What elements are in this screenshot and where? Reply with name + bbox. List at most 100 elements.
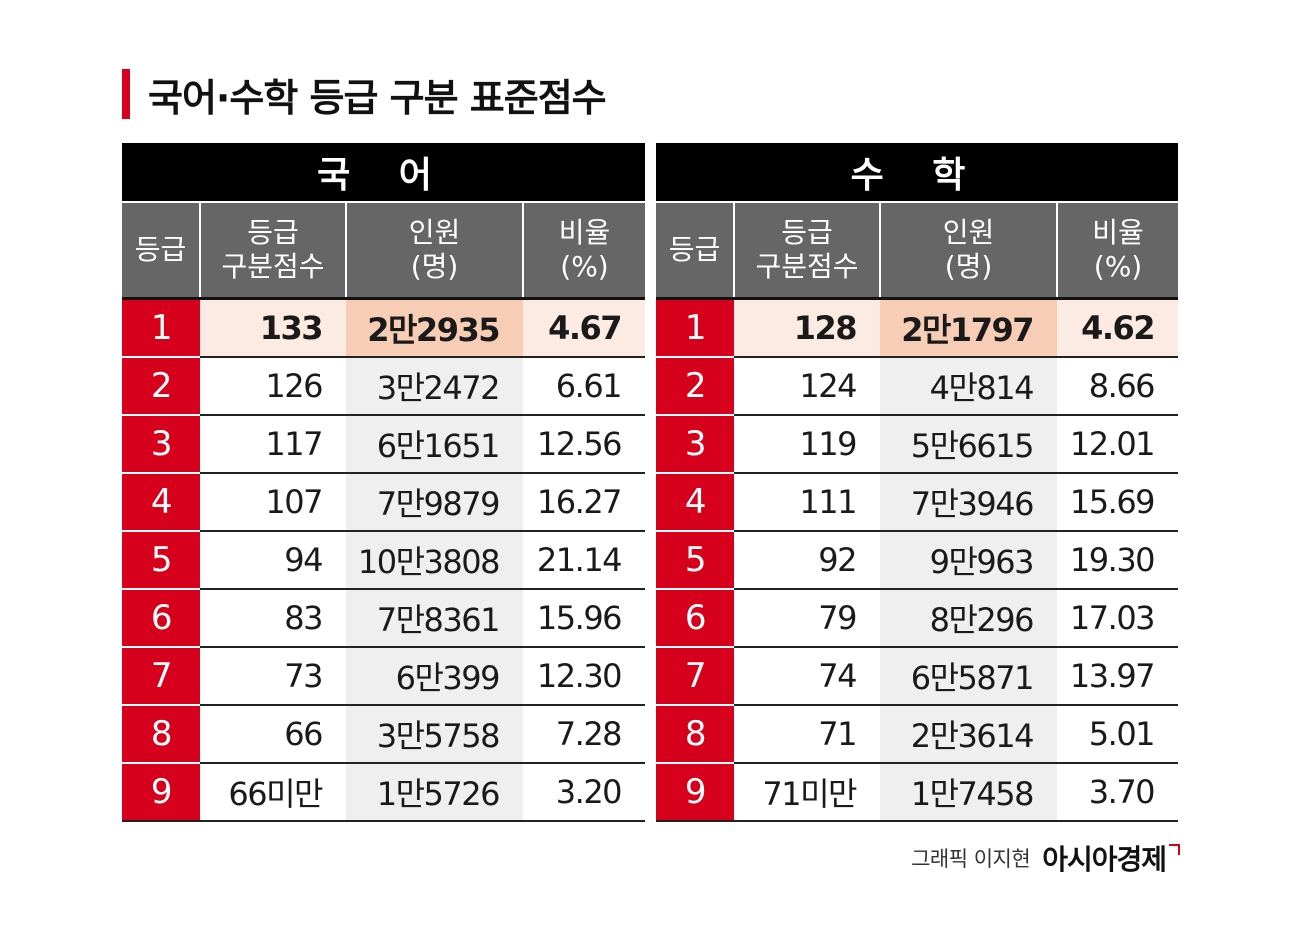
count-cell: 2만3614	[880, 704, 1057, 764]
ratio-column-header: 비율 (%)	[523, 201, 646, 299]
grade-cell: 5	[656, 530, 734, 590]
count-cell: 6만5871	[880, 646, 1057, 706]
ratio-cell: 17.03	[1057, 588, 1179, 648]
table-row: 1 128 2만1797 4.62	[656, 297, 1179, 358]
cut-score-cell: 83	[200, 588, 346, 648]
count-cell: 2만1797	[880, 297, 1057, 358]
grade-cell: 8	[122, 704, 200, 764]
table-row: 1 133 2만2935 4.67	[122, 297, 646, 358]
cut-score-cell: 124	[734, 356, 880, 416]
brand-logo: 아시아경제	[1042, 843, 1167, 876]
grade-cell: 1	[122, 297, 200, 358]
table-row: 2 126 3만2472 6.61	[122, 356, 646, 416]
math-score-table: 수 학 등급 등급 구분점수 인원 (명) 비율 (%) 1 128 2만1797 4.62…	[656, 143, 1179, 822]
count-cell: 5만6615	[880, 414, 1057, 474]
korean-score-table: 국 어 등급 등급 구분점수 인원 (명) 비율 (%) 1 133 2만2935 4.67…	[122, 143, 646, 822]
table-row: 5 94 10만3808 21.14	[122, 530, 646, 590]
ratio-cell: 21.14	[523, 530, 646, 590]
ratio-cell: 15.69	[1057, 472, 1179, 532]
table-row: 9 71미만 1만7458 3.70	[656, 762, 1179, 822]
count-cell: 1만7458	[880, 762, 1057, 822]
cut-score-cell: 66	[200, 704, 346, 764]
count-cell: 4만814	[880, 356, 1057, 416]
count-column-header: 인원 (명)	[880, 201, 1058, 299]
grade-cell: 7	[122, 646, 200, 706]
grade-cell: 4	[656, 472, 734, 532]
graphic-credit: 그래픽 이지현	[911, 847, 1031, 871]
grade-column-header: 등급	[656, 201, 735, 299]
count-cell: 7만8361	[346, 588, 523, 648]
count-header-line2: (명)	[944, 250, 993, 283]
count-cell: 7만9879	[346, 472, 523, 532]
table-row: 5 92 9만963 19.30	[656, 530, 1179, 590]
footer: 그래픽 이지현 아시아경제	[911, 838, 1180, 878]
cut-score-cell: 117	[200, 414, 346, 474]
table-body: 1 128 2만1797 4.62 2 124 4만814 8.66 3 119 5만6615 12.…	[656, 297, 1179, 822]
ratio-cell: 12.56	[523, 414, 646, 474]
table-body: 1 133 2만2935 4.67 2 126 3만2472 6.61 3 117 6만1651 12…	[122, 297, 646, 822]
cut-score-cell: 111	[734, 472, 880, 532]
ratio-cell: 4.67	[523, 297, 646, 358]
title-block: 국어·수학 등급 구분 표준점수	[122, 66, 607, 122]
ratio-cell: 7.28	[523, 704, 646, 764]
cut-score-column-header: 등급 구분점수	[734, 201, 881, 299]
cut-score-cell: 94	[200, 530, 346, 590]
cut-header-line2: 구분점수	[755, 250, 859, 283]
grade-cell: 5	[122, 530, 200, 590]
cut-score-cell: 66미만	[200, 762, 346, 822]
count-header-line1: 인원	[408, 216, 461, 249]
count-cell: 6만399	[346, 646, 523, 706]
ratio-cell: 12.30	[523, 646, 646, 706]
count-header-line2: (명)	[410, 250, 459, 283]
count-cell: 3만5758	[346, 704, 523, 764]
count-column-header: 인원 (명)	[346, 201, 524, 299]
cut-score-cell: 126	[200, 356, 346, 416]
grade-cell: 8	[656, 704, 734, 764]
count-cell: 8만296	[880, 588, 1057, 648]
table-row: 7 74 6만5871 13.97	[656, 646, 1179, 706]
ratio-header-line2: (%)	[1093, 250, 1143, 283]
grade-column-header: 등급	[122, 201, 201, 299]
grade-cell: 6	[122, 588, 200, 648]
count-cell: 9만963	[880, 530, 1057, 590]
cut-score-cell: 79	[734, 588, 880, 648]
count-cell: 6만1651	[346, 414, 523, 474]
grade-cell: 1	[656, 297, 734, 358]
table-row: 4 107 7만9879 16.27	[122, 472, 646, 532]
table-row: 8 71 2만3614 5.01	[656, 704, 1179, 764]
count-cell: 3만2472	[346, 356, 523, 416]
cut-header-line1: 등급	[781, 216, 833, 249]
ratio-cell: 16.27	[523, 472, 646, 532]
cut-score-cell: 128	[734, 297, 880, 358]
count-cell: 2만2935	[346, 297, 523, 358]
ratio-column-header: 비율 (%)	[1057, 201, 1179, 299]
grade-cell: 9	[122, 762, 200, 822]
cut-score-cell: 133	[200, 297, 346, 358]
cut-score-cell: 119	[734, 414, 880, 474]
cut-score-cell: 74	[734, 646, 880, 706]
table-row: 7 73 6만399 12.30	[122, 646, 646, 706]
page-title: 국어·수학 등급 구분 표준점수	[148, 75, 607, 120]
cut-score-column-header: 등급 구분점수	[200, 201, 347, 299]
table-row: 3 119 5만6615 12.01	[656, 414, 1179, 474]
ratio-header-line2: (%)	[560, 250, 609, 283]
grade-cell: 3	[122, 414, 200, 474]
title-accent-bar	[122, 69, 130, 119]
ratio-cell: 13.97	[1057, 646, 1179, 706]
ratio-header-line1: 비율	[558, 216, 611, 249]
ratio-cell: 15.96	[523, 588, 646, 648]
grade-cell: 6	[656, 588, 734, 648]
count-cell: 10만3808	[346, 530, 523, 590]
table-row: 8 66 3만5758 7.28	[122, 704, 646, 764]
ratio-cell: 19.30	[1057, 530, 1179, 590]
cut-score-cell: 71	[734, 704, 880, 764]
ratio-cell: 4.62	[1057, 297, 1179, 358]
ratio-header-line1: 비율	[1092, 216, 1144, 249]
ratio-cell: 12.01	[1057, 414, 1179, 474]
cut-score-cell: 92	[734, 530, 880, 590]
ratio-cell: 6.61	[523, 356, 646, 416]
subject-header-korean: 국 어	[122, 143, 646, 202]
ratio-cell: 8.66	[1057, 356, 1179, 416]
count-cell: 1만5726	[346, 762, 523, 822]
grade-cell: 7	[656, 646, 734, 706]
